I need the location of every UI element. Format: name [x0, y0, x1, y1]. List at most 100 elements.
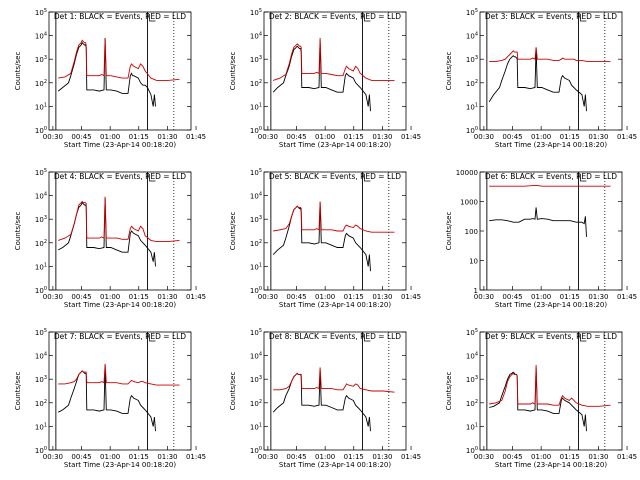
x-axis-label: Start Time (23-Apr-14 00:18:20)	[495, 141, 607, 149]
x-tick-label: 01:30	[588, 293, 608, 301]
y-tick-label: 102	[250, 239, 262, 248]
y-axis-label: Counts/sec	[14, 372, 22, 411]
y-tick-label: 105	[250, 328, 262, 337]
x-tick-label: 00:45	[71, 293, 91, 301]
y-tick-label: 101	[35, 422, 47, 431]
x-tick-label: 01:15	[129, 133, 149, 141]
x-tick-label: 00:45	[502, 133, 522, 141]
x-tick-label: 00:30	[43, 293, 63, 301]
y-tick-label: 104	[35, 352, 47, 361]
y-tick-label: 100	[35, 446, 47, 455]
y-tick-label: 102	[250, 79, 262, 88]
x-tick-label: 00:30	[474, 453, 494, 461]
y-tick-label: 103	[35, 55, 47, 64]
x-tick-label: 01:45	[401, 133, 421, 141]
y-tick-label: 104	[466, 32, 478, 41]
y-tick-label: 105	[35, 328, 47, 337]
x-tick-label: 01:30	[157, 133, 177, 141]
y-tick-label: 100	[465, 228, 478, 236]
events-series-line	[272, 369, 371, 432]
chart-title: Det 3: BLACK = Events, RED = LLD	[485, 12, 617, 21]
x-tick-label: 01:00	[315, 133, 335, 141]
y-axis-label: Counts/sec	[229, 212, 237, 251]
x-axis-label: Start Time (23-Apr-14 00:18:20)	[279, 461, 391, 469]
y-tick-label: 1	[474, 287, 478, 295]
range-bracket	[149, 14, 156, 22]
y-tick-label: 104	[35, 32, 47, 41]
x-axis-label: Start Time (23-Apr-14 00:18:20)	[279, 301, 391, 309]
plot-frame	[479, 171, 623, 291]
events-series-line	[489, 207, 587, 237]
x-tick-label: 00:45	[502, 453, 522, 461]
events-series-line	[57, 197, 156, 267]
events-series-line	[272, 40, 371, 112]
y-tick-label: 101	[466, 102, 478, 111]
x-tick-label: 01:45	[186, 133, 206, 141]
x-tick-label: 00:45	[286, 133, 306, 141]
y-axis-label: Counts/sec	[14, 212, 22, 251]
y-tick-label: 104	[250, 352, 262, 361]
y-tick-label: 105	[250, 168, 262, 177]
y-tick-label: 103	[250, 55, 262, 64]
x-tick-label: 01:15	[344, 453, 364, 461]
lld-series-line	[489, 47, 611, 63]
y-tick-label: 100	[466, 126, 478, 135]
range-bracket	[149, 174, 156, 182]
y-axis-label: Counts/sec	[229, 52, 237, 91]
x-tick-label: 01:30	[588, 133, 608, 141]
x-tick-label: 01:30	[588, 453, 608, 461]
x-tick-label: 01:45	[617, 133, 637, 141]
x-tick-label: 01:45	[401, 293, 421, 301]
lld-series-line	[273, 37, 395, 81]
y-tick-label: 105	[35, 8, 47, 17]
chart-title: Det 1: BLACK = Events, RED = LLD	[54, 12, 186, 21]
x-tick-label: 01:00	[531, 453, 551, 461]
y-tick-label: 103	[466, 375, 478, 384]
x-tick-label: 00:30	[43, 133, 63, 141]
plot-frame	[263, 171, 407, 291]
x-axis-label: Start Time (23-Apr-14 00:18:20)	[64, 301, 176, 309]
y-tick-label: 10	[469, 258, 478, 266]
y-tick-label: 10000	[456, 169, 478, 177]
y-tick-label: 101	[250, 422, 262, 431]
y-axis-label: Counts/sec	[14, 52, 22, 91]
y-tick-label: 101	[250, 102, 262, 111]
y-tick-label: 103	[250, 375, 262, 384]
x-tick-label: 00:45	[71, 453, 91, 461]
y-tick-label: 1000	[460, 199, 478, 207]
y-tick-label: 104	[250, 192, 262, 201]
x-tick-label: 01:30	[372, 453, 392, 461]
chart-title: Det 5: BLACK = Events, RED = LLD	[269, 172, 401, 181]
events-series-line	[272, 202, 371, 272]
lld-series-line	[58, 37, 180, 81]
x-tick-label: 00:45	[71, 133, 91, 141]
x-tick-label: 00:30	[258, 453, 278, 461]
x-tick-label: 00:30	[258, 133, 278, 141]
y-tick-label: 104	[250, 32, 262, 41]
y-tick-label: 105	[466, 8, 478, 17]
x-tick-label: 01:45	[186, 453, 206, 461]
y-axis-label: Counts/sec	[445, 212, 453, 251]
y-tick-label: 100	[466, 446, 478, 455]
x-axis-label: Start Time (23-Apr-14 00:18:20)	[64, 461, 176, 469]
x-tick-label: 01:00	[315, 293, 335, 301]
y-axis-label: Counts/sec	[229, 372, 237, 411]
x-axis-label: Start Time (23-Apr-14 00:18:20)	[495, 301, 607, 309]
plot-frame	[48, 171, 192, 291]
x-axis-label: Start Time (23-Apr-14 00:18:20)	[495, 461, 607, 469]
x-tick-label: 01:00	[531, 293, 551, 301]
x-tick-label: 01:00	[100, 453, 120, 461]
range-bracket	[580, 14, 587, 22]
events-series-line	[489, 367, 587, 432]
y-tick-label: 102	[466, 79, 478, 88]
range-bracket	[580, 174, 587, 182]
plot-frame	[263, 331, 407, 451]
x-tick-label: 00:30	[474, 133, 494, 141]
y-tick-label: 103	[250, 215, 262, 224]
chart-title: Det 6: BLACK = Events, RED = LLD	[485, 172, 617, 181]
y-tick-label: 100	[250, 286, 262, 295]
range-bracket	[364, 334, 371, 342]
y-tick-label: 102	[466, 399, 478, 408]
x-tick-label: 01:15	[344, 293, 364, 301]
